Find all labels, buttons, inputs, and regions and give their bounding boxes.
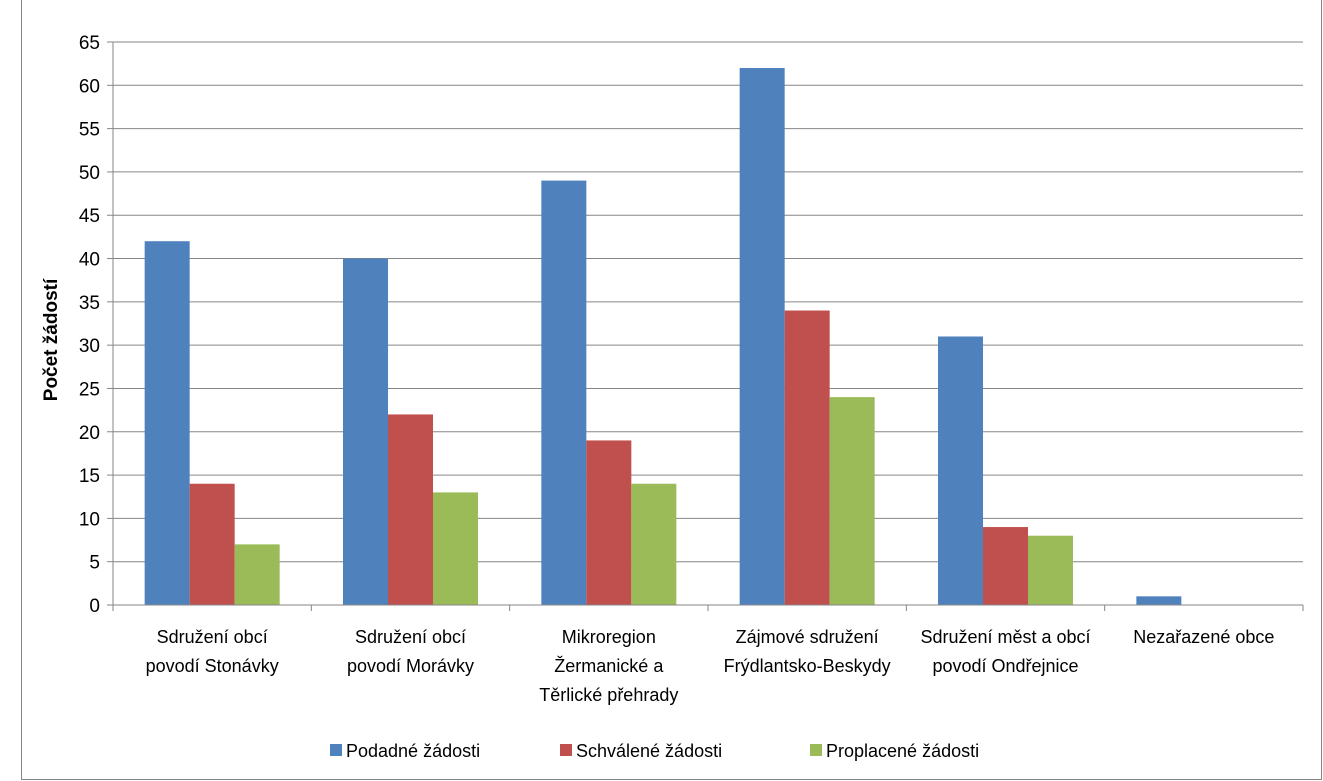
x-tick-label: Žermanické a [554,656,664,676]
gridlines [113,41,1303,563]
legend-label: Podadné žádosti [346,741,480,761]
bar [144,241,190,605]
y-tick-label: 35 [79,293,100,314]
bar [983,527,1028,605]
y-tick-label: 55 [79,120,100,141]
x-tick-label: povodí Morávky [347,656,474,676]
x-axis [112,42,1304,611]
bar [938,336,983,605]
bar [189,483,235,605]
y-tick-label: 10 [79,509,100,530]
x-tick-label: Sdružení obcí [157,627,268,647]
bar [631,483,677,605]
bar [541,180,587,606]
y-tick-label: 30 [79,336,100,357]
x-tick-label: Frýdlantsko-Beskydy [724,656,891,676]
legend-swatch [560,744,572,756]
y-tick-label: 15 [79,466,100,487]
legend-label: Schválené žádosti [576,741,722,761]
x-tick-label: Zájmové sdružení [736,627,879,647]
y-axis-ticks: 0 5 10 15 20 25 30 35 40 45 50 55 60 65 [79,33,113,617]
bar [433,492,478,605]
y-tick-label: 40 [79,250,100,271]
y-axis-label: Počet žádostí [41,278,62,401]
y-tick-label: 50 [79,163,100,184]
chart-frame [21,0,1322,780]
bar [343,258,388,605]
x-tick-label: povodí Stonávky [146,656,279,676]
x-tick-label: povodí Ondřejnice [932,656,1078,676]
y-tick-label: 5 [89,553,100,574]
x-axis-labels: Sdružení obcí povodí Stonávky Sdružení obc… [146,627,1275,705]
legend-label: Proplacené žádosti [826,741,979,761]
legend: Podadné žádosti Schválené žádosti Proplace… [330,741,979,761]
y-tick-label: 25 [79,379,100,400]
x-tick-label: Sdružení měst a obcí [920,627,1090,647]
x-tick-label: Sdružení obcí [355,627,466,647]
legend-swatch [810,744,822,756]
y-tick-label: 20 [79,423,100,444]
y-tick-label: 60 [79,76,100,97]
bars [144,67,1182,606]
bar [829,397,875,605]
legend-swatch [330,744,342,756]
x-tick-label: Těrlické přehrady [539,685,678,705]
bar [1028,535,1073,605]
bar [784,310,830,605]
bar [1136,596,1182,605]
y-tick-label: 0 [89,596,100,617]
x-tick-label: Mikroregion [562,627,656,647]
x-tick-label: Nezařazené obce [1133,627,1274,647]
bar [739,67,785,605]
bar [388,414,433,605]
bar [586,440,632,605]
y-tick-label: 45 [79,206,100,227]
y-tick-label: 65 [79,33,100,54]
bar [234,544,280,605]
